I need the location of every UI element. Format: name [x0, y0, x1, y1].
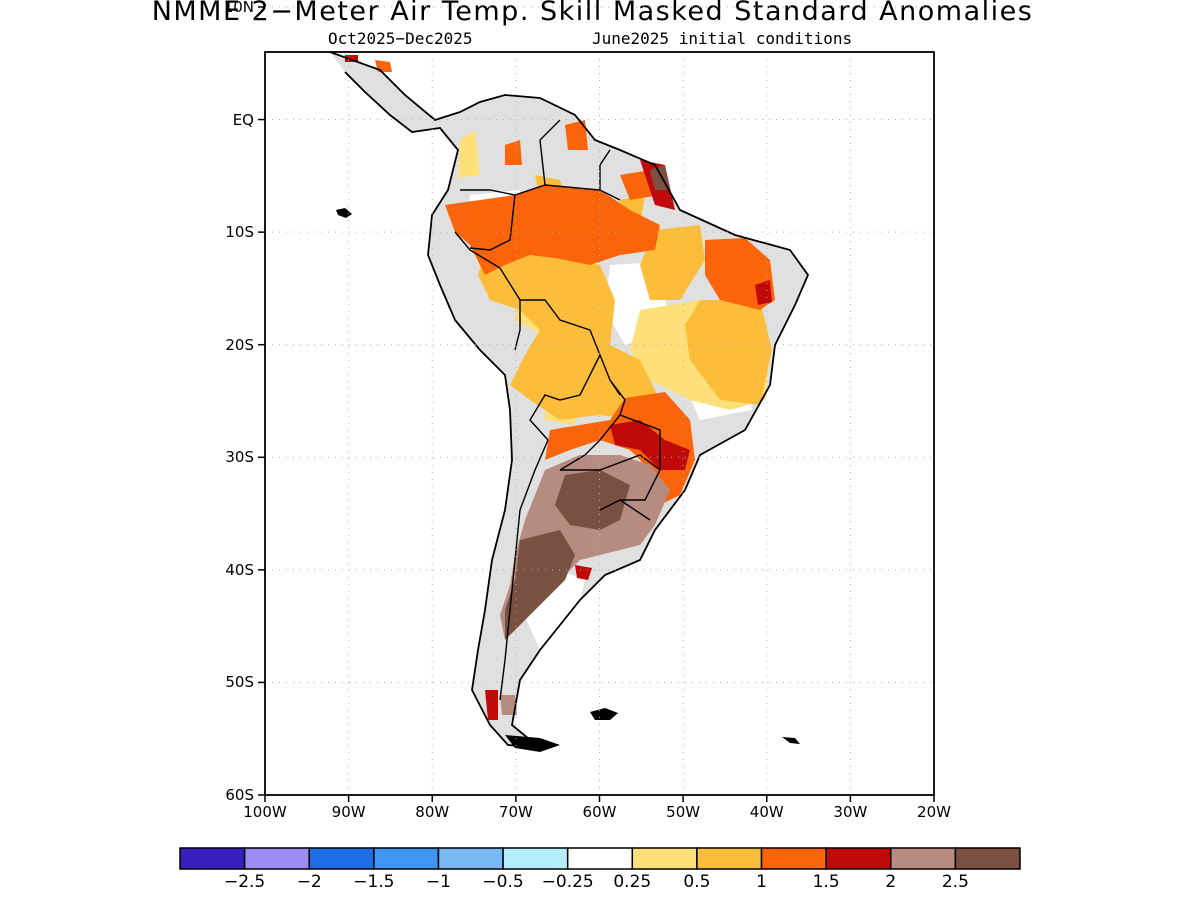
latitude-label: 10N	[223, 0, 254, 16]
latitude-label: EQ	[232, 110, 254, 129]
colorbar-swatch	[437, 847, 504, 870]
colorbar-label: 1	[756, 872, 767, 892]
colorbar-swatch	[890, 847, 957, 870]
map-field	[329, 52, 810, 752]
latitude-label: 40S	[225, 560, 254, 579]
colorbar-swatch	[566, 847, 634, 870]
colorbar-label: 2.5	[941, 872, 969, 892]
colorbar-swatch	[696, 847, 763, 870]
longitude-label: 40W	[749, 803, 784, 821]
colorbar-label: 0.5	[683, 872, 711, 892]
coastline	[329, 52, 810, 750]
colorbar-swatch	[954, 847, 1021, 870]
colorbar-swatch	[825, 847, 892, 870]
colorbar-label: 1.5	[812, 872, 840, 892]
anomaly-2-5-region	[505, 165, 670, 640]
colorbar-label: −1.5	[353, 872, 395, 892]
latitude-label: 10S	[225, 223, 254, 242]
colorbar-label: −2.5	[223, 872, 266, 892]
falkland-islands	[590, 708, 618, 720]
colorbar-swatch	[373, 847, 440, 870]
forecast-period: Oct2025−Dec2025	[328, 29, 473, 48]
latitude-label: 60S	[225, 786, 254, 804]
colorbar-swatch	[243, 847, 310, 870]
colorbar-swatch	[502, 847, 569, 870]
longitude-label: 70W	[498, 803, 533, 821]
initial-conditions: June2025 initial conditions	[592, 29, 853, 48]
colorbar-swatch	[308, 847, 375, 870]
axis-ticks	[258, 6, 935, 802]
latitude-label: 30S	[225, 448, 254, 467]
map-title: NMME 2−Meter Air Temp. Skill Masked Stan…	[151, 0, 1034, 27]
longitude-label: 30W	[833, 803, 868, 821]
anomaly-1-region	[375, 60, 775, 505]
longitude-label: 20W	[917, 803, 951, 821]
colorbar-swatch	[760, 847, 827, 870]
latitude-label: 20S	[225, 335, 254, 354]
longitude-label: 90W	[331, 803, 366, 821]
colorbar-label: 2	[885, 872, 897, 892]
longitude-label: 100W	[243, 803, 287, 821]
galapagos	[336, 208, 352, 218]
colorbar-label: −0.5	[482, 872, 524, 892]
longitude-label: 60W	[582, 803, 617, 821]
colorbar-label: 0.25	[613, 872, 652, 892]
graticule	[265, 6, 934, 795]
country-borders	[454, 119, 661, 701]
longitude-label: 80W	[415, 803, 450, 821]
colorbar-label: −2	[296, 872, 322, 892]
colorbar	[179, 847, 1021, 870]
colorbar-swatch	[179, 847, 246, 870]
tierra-del-fuego	[505, 735, 560, 752]
colorbar-swatch	[631, 847, 698, 870]
longitude-label: 50W	[666, 803, 701, 821]
colorbar-label: −0.25	[541, 872, 594, 892]
anomaly-0-5-region	[478, 175, 772, 420]
anomaly-2-region	[500, 455, 670, 715]
colorbar-label: −1	[425, 872, 451, 892]
latitude-label: 50S	[225, 673, 254, 692]
south-georgia	[782, 737, 800, 744]
